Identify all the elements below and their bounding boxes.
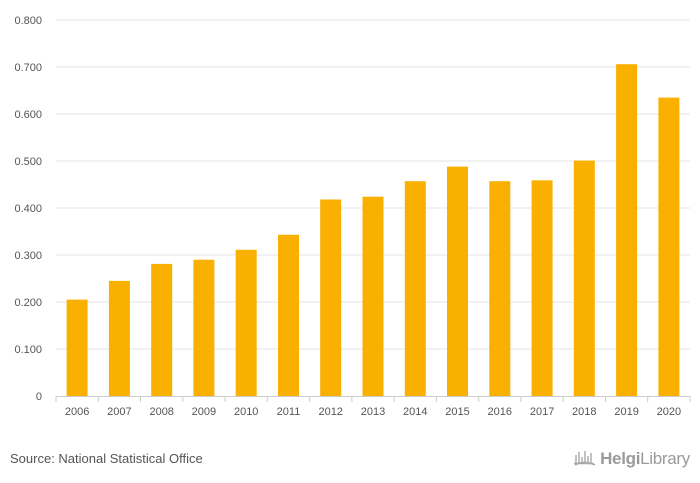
- x-tick-label: 2017: [530, 406, 554, 418]
- bar-2019[interactable]: [616, 64, 638, 396]
- brand-name: HelgiLibrary: [600, 449, 690, 468]
- bar-2010[interactable]: [235, 249, 257, 396]
- source-note: Source: National Statistical Office: [10, 451, 203, 466]
- x-tick-label: 2016: [488, 406, 512, 418]
- bar-2018[interactable]: [573, 160, 595, 397]
- y-tick-label: 0.400: [14, 203, 42, 215]
- bar-2012[interactable]: [320, 199, 342, 397]
- bar-2009[interactable]: [193, 259, 215, 396]
- bar-2008[interactable]: [151, 263, 173, 396]
- bars: [66, 64, 680, 397]
- x-tick-label: 2013: [361, 406, 385, 418]
- helgi-library-logo-icon: [574, 448, 596, 471]
- y-tick-label: 0.500: [14, 156, 42, 168]
- x-tick-label: 2011: [277, 406, 301, 418]
- bar-2014[interactable]: [404, 181, 426, 396]
- bar-2016[interactable]: [489, 181, 511, 396]
- y-tick-label: 0.700: [14, 62, 42, 74]
- x-axis: [55, 396, 691, 402]
- bar-2013[interactable]: [362, 196, 384, 396]
- y-tick-label: 0.300: [14, 250, 42, 262]
- x-tick-label: 2015: [445, 406, 469, 418]
- bar-2006[interactable]: [66, 299, 88, 396]
- bar-2017[interactable]: [531, 180, 553, 396]
- x-tick-label: 2010: [234, 406, 258, 418]
- x-tick-label: 2020: [657, 406, 681, 418]
- y-tick-label: 0: [36, 391, 42, 403]
- brand-logo[interactable]: HelgiLibrary: [574, 448, 690, 470]
- y-tick-label: 0.200: [14, 297, 42, 309]
- y-tick-label: 0.100: [14, 344, 42, 356]
- x-tick-label: 2007: [107, 406, 131, 418]
- x-tick-label: 2012: [318, 406, 342, 418]
- bar-2007[interactable]: [108, 280, 130, 396]
- bar-chart: 0 0.100 0.200 0.300 0.400 0.500 0.600 0.700 0.80…: [14, 15, 691, 418]
- x-axis-tick-labels: 2006 2007 2008 2009 2010 2011 2012 2013 2014 2015…: [65, 406, 681, 418]
- x-tick-label: 2014: [403, 406, 427, 418]
- x-tick-label: 2009: [192, 406, 216, 418]
- x-tick-label: 2018: [572, 406, 596, 418]
- x-tick-label: 2019: [614, 406, 638, 418]
- y-tick-label: 0.600: [14, 109, 42, 121]
- y-axis-tick-labels: 0 0.100 0.200 0.300 0.400 0.500 0.600 0.700 0.80…: [14, 15, 42, 403]
- x-tick-label: 2006: [65, 406, 89, 418]
- bar-2011[interactable]: [278, 234, 299, 396]
- bar-2020[interactable]: [658, 97, 680, 396]
- y-tick-label: 0.800: [14, 15, 42, 27]
- x-tick-label: 2008: [149, 406, 173, 418]
- bar-2015[interactable]: [447, 166, 468, 396]
